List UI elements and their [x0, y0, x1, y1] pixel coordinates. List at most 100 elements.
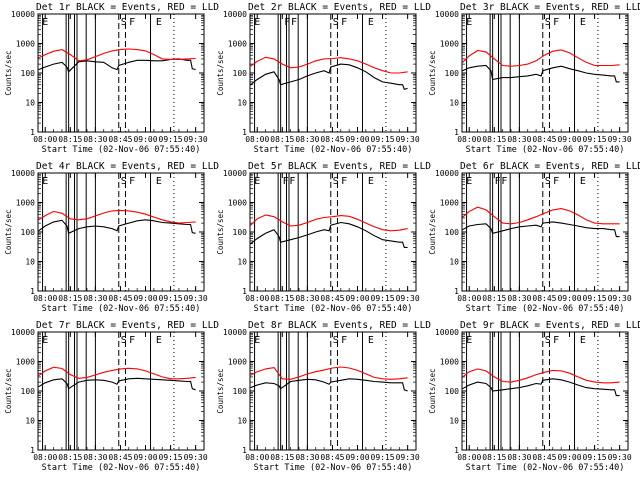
y-tick-label: 100 [233, 387, 248, 396]
x-tick-label: 08:30 [83, 135, 107, 144]
interval-marker-label: E [580, 335, 586, 346]
x-tick-label: 09:15 [583, 453, 607, 462]
chart-panel-9: Det 9r BLACK = Events, RED = LLD 1 10 100 10… [428, 320, 640, 473]
chart-panel-4: Det 4r BLACK = Events, RED = LLD 1 10 100 10… [4, 161, 219, 314]
y-tick-label: 100 [445, 228, 460, 237]
x-tick-label: 08:15 [482, 453, 506, 462]
x-axis-label: Start Time (02-Nov-06 07:55:40) [254, 463, 413, 473]
x-tick-label: 09:15 [159, 294, 183, 303]
interval-marker-label: E [42, 335, 48, 346]
y-tick-label: 1 [242, 287, 247, 296]
y-axis-label: Counts/sec [428, 209, 437, 254]
events-series-line [250, 221, 408, 248]
x-tick-label: 08:30 [507, 135, 531, 144]
interval-marker-label: F [553, 176, 559, 187]
x-tick-label: 08:45 [532, 453, 556, 462]
lld-series-line [38, 366, 196, 380]
x-tick-label: 09:30 [184, 135, 208, 144]
x-axis-label: Start Time (02-Nov-06 07:55:40) [466, 304, 625, 314]
x-tick-label: 09:30 [608, 135, 632, 144]
x-axis-label: Start Time (02-Nov-06 07:55:40) [466, 463, 625, 473]
x-tick-label: 09:15 [371, 135, 395, 144]
x-tick-label: 09:15 [159, 135, 183, 144]
interval-marker-label: F [553, 335, 559, 346]
interval-marker-label: F [129, 176, 135, 187]
x-tick-label: 08:30 [83, 294, 107, 303]
x-tick-label: 08:30 [507, 294, 531, 303]
interval-marker-label: E [580, 176, 586, 187]
lld-series-line [250, 214, 408, 232]
y-tick-label: 1000 [228, 358, 247, 367]
interval-marker-label: E [466, 335, 472, 346]
x-tick-label: 08:30 [295, 294, 319, 303]
events-series-line [462, 378, 620, 397]
interval-marker-label: E [466, 17, 472, 28]
x-tick-label: 09:00 [345, 294, 369, 303]
x-tick-label: 08:15 [58, 294, 82, 303]
x-tick-label: 08:00 [33, 453, 57, 462]
x-tick-label: 08:45 [532, 294, 556, 303]
x-tick-label: 08:00 [245, 453, 269, 462]
x-axis-label: Start Time (02-Nov-06 07:55:40) [254, 304, 413, 314]
interval-marker-label: E [368, 176, 374, 187]
interval-marker-label: S [545, 17, 551, 28]
chart-panel-2: Det 2r BLACK = Events, RED = LLD 1 10 100 10… [216, 2, 431, 155]
x-tick-label: 09:30 [184, 294, 208, 303]
chart-panel-8: Det 8r BLACK = Events, RED = LLD 1 10 100 10… [216, 320, 431, 473]
y-tick-label: 10 [25, 99, 35, 108]
interval-marker-label: E [368, 17, 374, 28]
x-tick-label: 09:00 [133, 135, 157, 144]
panel-title: Det 5r BLACK = Events, RED = LLD [248, 161, 431, 172]
interval-marker-label: S [333, 176, 339, 187]
x-tick-label: 09:30 [608, 453, 632, 462]
y-tick-label: 1000 [440, 40, 459, 49]
x-tick-label: 08:45 [108, 453, 132, 462]
x-tick-label: 09:15 [583, 294, 607, 303]
interval-marker-label: E [580, 17, 586, 28]
y-tick-label: 1000 [16, 358, 35, 367]
y-tick-label: 10 [449, 99, 459, 108]
interval-marker-label: F [553, 17, 559, 28]
interval-marker-label: E [466, 176, 472, 187]
x-tick-label: 08:00 [457, 135, 481, 144]
y-tick-label: 1 [242, 128, 247, 137]
y-tick-label: 1 [242, 446, 247, 455]
chart-panel-5: Det 5r BLACK = Events, RED = LLD 1 10 100 10… [216, 161, 431, 314]
y-tick-label: 1000 [228, 40, 247, 49]
interval-marker-label: S [121, 176, 127, 187]
interval-marker-label: F [291, 17, 297, 28]
y-tick-label: 10000 [223, 169, 247, 178]
x-tick-label: 09:30 [396, 294, 420, 303]
y-tick-label: 10 [237, 99, 247, 108]
x-tick-label: 08:45 [108, 294, 132, 303]
interval-marker-label: F [283, 176, 289, 187]
panel-title: Det 8r BLACK = Events, RED = LLD [248, 320, 431, 331]
lld-series-line [38, 209, 196, 224]
y-tick-label: 1 [30, 287, 35, 296]
panel-title: Det 7r BLACK = Events, RED = LLD [36, 320, 219, 331]
interval-marker-label: E [156, 335, 162, 346]
events-series-line [250, 63, 408, 90]
x-tick-label: 09:15 [371, 294, 395, 303]
chart-panel-7: Det 7r BLACK = Events, RED = LLD 1 10 100 10… [4, 320, 219, 473]
y-tick-label: 1000 [440, 199, 459, 208]
y-axis-label: Counts/sec [216, 50, 225, 95]
y-tick-label: 10 [25, 258, 35, 267]
y-tick-label: 10000 [435, 169, 459, 178]
y-tick-label: 10000 [11, 328, 35, 337]
y-tick-label: 10000 [223, 328, 247, 337]
x-tick-label: 09:00 [133, 453, 157, 462]
interval-marker-label: E [368, 335, 374, 346]
x-tick-label: 09:00 [557, 453, 581, 462]
y-tick-label: 10 [25, 417, 35, 426]
x-axis-label: Start Time (02-Nov-06 07:55:40) [42, 145, 201, 155]
y-tick-label: 1000 [16, 199, 35, 208]
lld-series-line [250, 56, 408, 74]
x-tick-label: 09:30 [184, 453, 208, 462]
interval-marker-label: E [42, 17, 48, 28]
events-series-line [38, 377, 196, 391]
events-series-line [250, 378, 408, 392]
x-tick-label: 08:30 [295, 135, 319, 144]
interval-marker-label: F [129, 335, 135, 346]
